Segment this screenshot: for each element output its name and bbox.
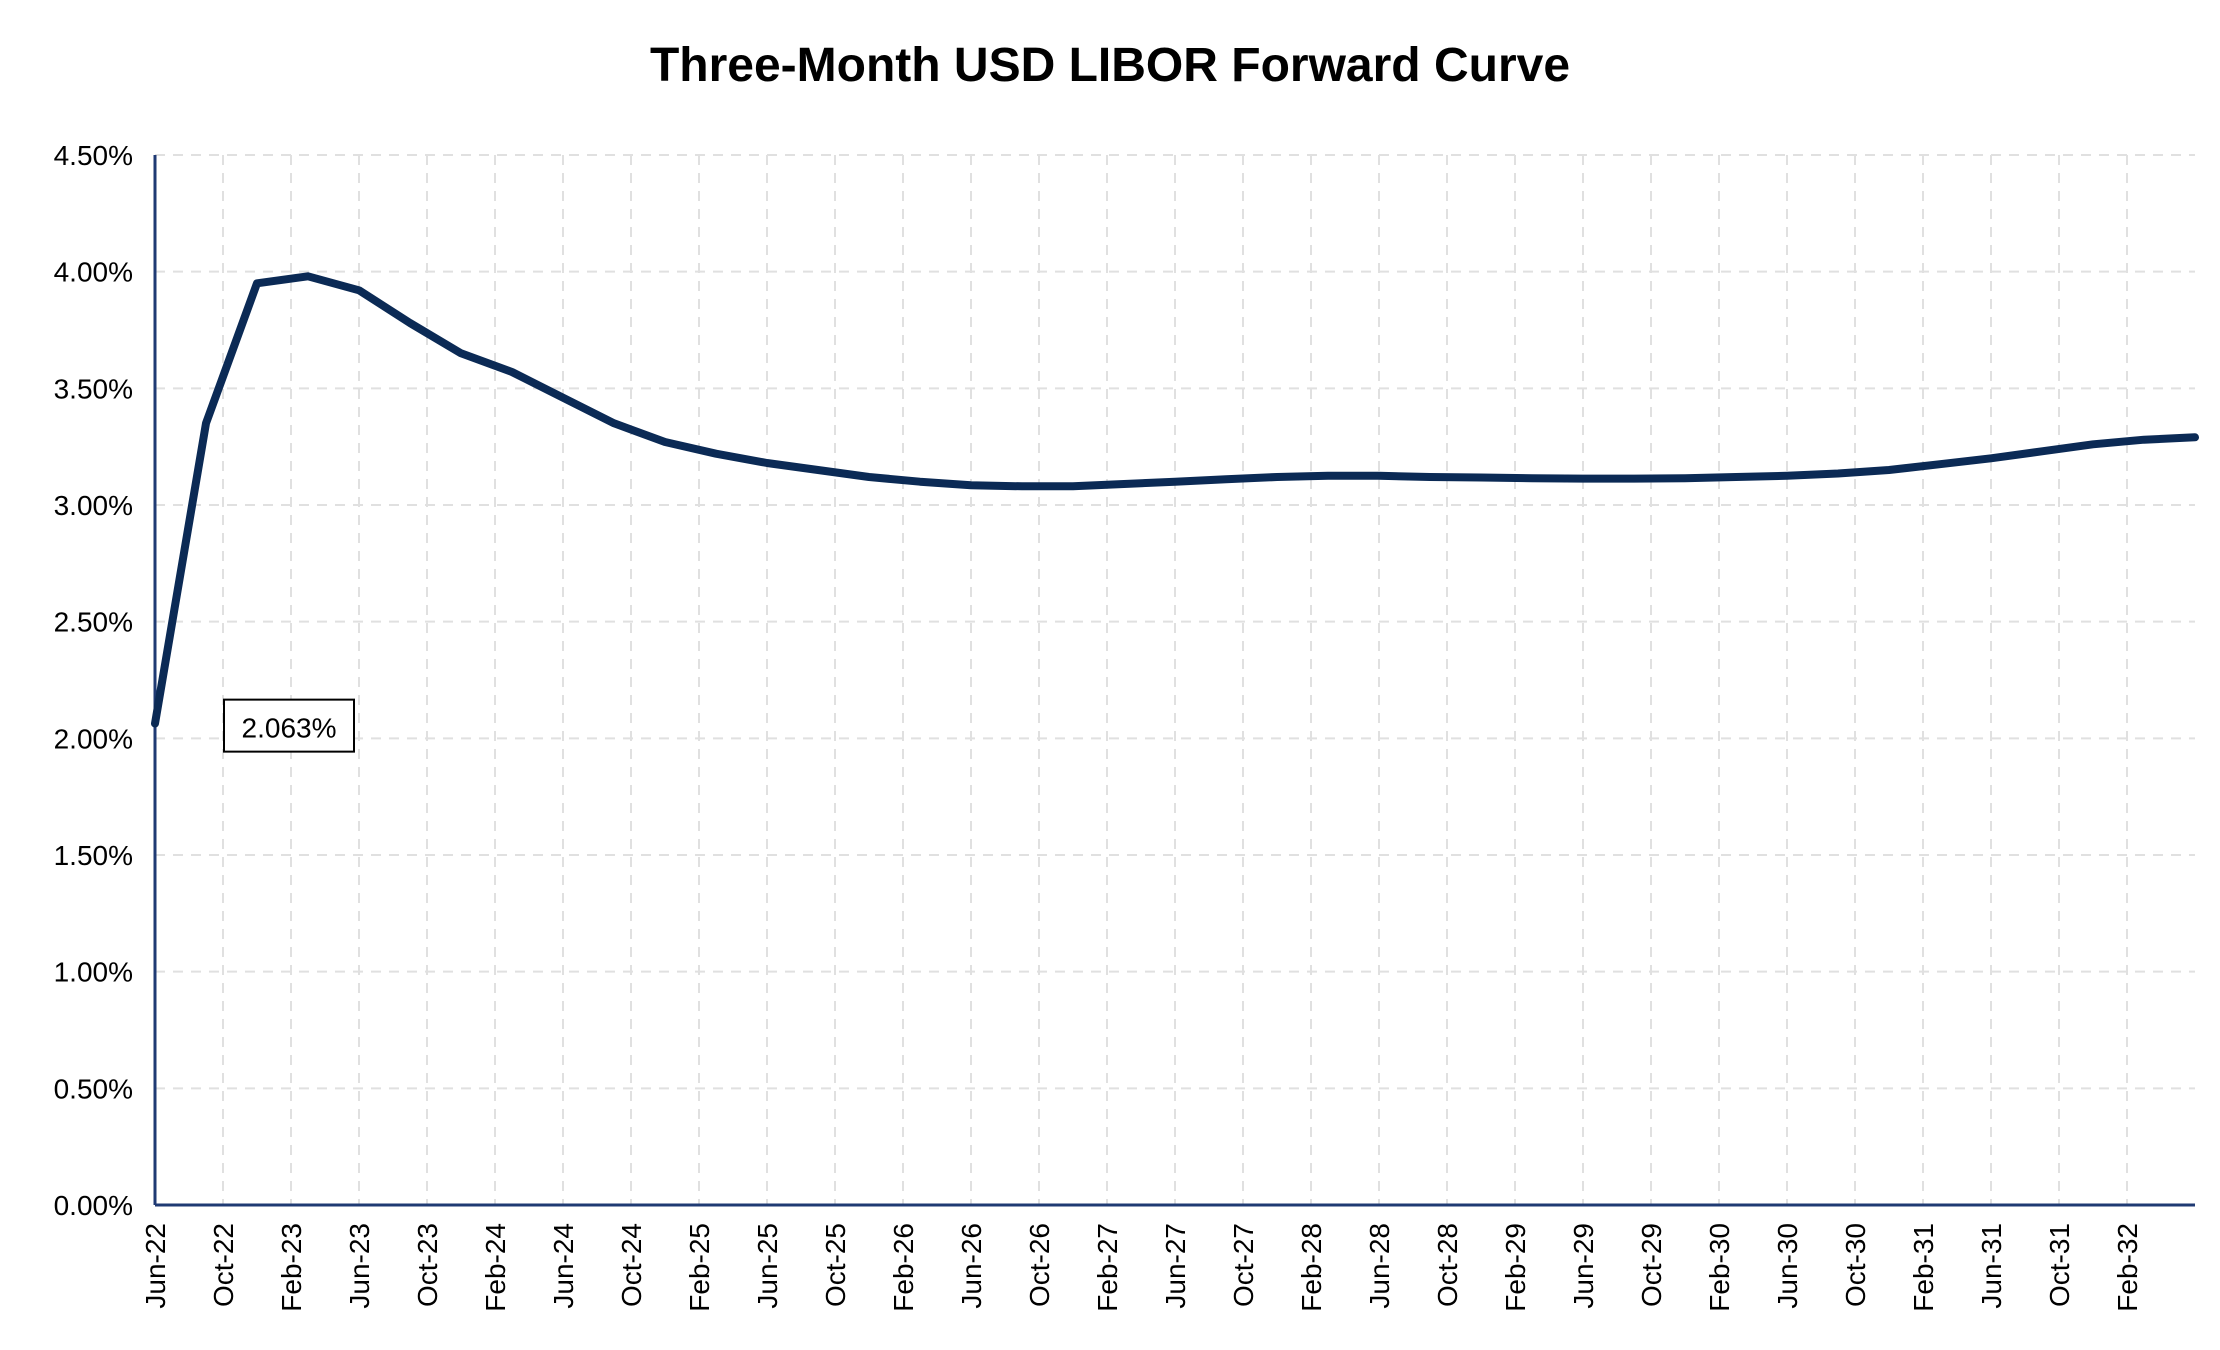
x-tick-label: Jun-24 [548,1223,579,1309]
data-point [868,476,870,478]
x-tick-label: Feb-26 [888,1223,919,1312]
series-layer [151,272,2199,728]
data-point [1531,477,1533,479]
data-point [1123,483,1125,485]
data-point [511,371,513,373]
x-tick-label: Oct-28 [1432,1223,1463,1307]
data-point [1225,478,1227,480]
x-tick-label: Jun-22 [140,1223,171,1309]
y-tick-label: 4.50% [54,140,133,171]
x-tick-label: Jun-29 [1568,1223,1599,1309]
annotation-layer: 2.063% [223,698,355,753]
x-tick-label: Oct-30 [1840,1223,1871,1307]
x-tick-label: Oct-27 [1228,1223,1259,1307]
chart-title: Three-Month USD LIBOR Forward Curve [649,39,1571,92]
x-tick-label: Feb-24 [480,1223,511,1312]
x-tick-label: Oct-26 [1024,1223,1055,1307]
x-tick-label: Jun-26 [956,1223,987,1309]
annotation-box [223,698,355,753]
y-tick-label: 1.00% [54,957,133,988]
x-tick-label: Feb-25 [684,1223,715,1312]
data-point [970,484,972,486]
y-tick-label: 3.50% [54,373,133,404]
data-point [1735,476,1737,478]
data-point [1021,485,1023,487]
y-tick-labels: 0.00% 0.50% 1.00% 1.50% 2.00% 2.50% 3.00% 3.50%… [54,140,133,1221]
x-tick-label: Feb-32 [2112,1223,2143,1312]
data-point [1174,481,1176,483]
x-tick-label: Jun-31 [1976,1223,2007,1309]
x-tick-label: Jun-25 [752,1223,783,1309]
data-point [256,282,258,284]
x-tick-label: Feb-31 [1908,1223,1939,1312]
data-point [613,422,615,424]
axes [153,155,2195,1207]
x-tick-label: Feb-27 [1092,1223,1123,1312]
data-point [817,469,819,471]
data-point [154,723,156,725]
x-tick-label: Oct-25 [820,1223,851,1307]
data-point [1939,463,1941,465]
data-point [1072,485,1074,487]
x-tick-label: Feb-28 [1296,1223,1327,1312]
data-point [1837,473,1839,474]
data-point [1429,476,1431,478]
data-point [2194,436,2196,438]
x-tick-label: Feb-23 [276,1223,307,1312]
data-point [1786,475,1788,477]
x-tick-label: Feb-29 [1500,1223,1531,1312]
data-point [1888,469,1890,471]
data-point [460,352,462,354]
x-tick-label: Oct-29 [1636,1223,1667,1307]
x-tick-label: Oct-22 [208,1223,239,1307]
y-tick-label: 0.50% [54,1073,133,1104]
data-point [1480,476,1482,478]
x-tick-label: Oct-24 [616,1223,647,1307]
data-point [307,275,309,277]
data-point [358,289,360,291]
y-tick-label: 2.50% [54,607,133,638]
data-point [2092,443,2094,445]
x-tick-label: Oct-23 [412,1223,443,1307]
data-point [2143,439,2145,441]
data-point [1684,477,1686,479]
data-point [766,462,768,464]
x-tick-label: Jun-28 [1364,1223,1395,1309]
data-point [664,441,666,443]
x-tick-label: Jun-23 [344,1223,375,1309]
y-tick-label: 4.00% [54,257,133,288]
data-point [1990,457,1992,459]
data-point [1582,478,1584,480]
y-tick-label: 1.50% [54,840,133,871]
data-point [715,453,717,455]
data-point [1327,475,1329,477]
data-point [562,397,564,399]
x-tick-label: Jun-30 [1772,1223,1803,1309]
x-tick-label: Feb-30 [1704,1223,1735,1312]
x-tick-label: Oct-31 [2044,1223,2075,1307]
annotation-label: 2.063% [242,713,337,744]
data-point [1378,475,1380,477]
y-tick-label: 2.00% [54,723,133,754]
y-tick-label: 0.00% [54,1190,133,1221]
data-point [919,481,921,483]
data-point [1633,478,1635,480]
data-point [1276,476,1278,478]
data-point [205,422,207,424]
data-point [409,322,411,324]
data-point [2041,450,2043,452]
y-tick-label: 3.00% [54,490,133,521]
x-tick-labels: Jun-22 Oct-22 Feb-23 Jun-23 Oct-23 Feb-24 Jun-… [140,1223,2143,1312]
x-tick-label: Jun-27 [1160,1223,1191,1309]
gridlines [155,154,2195,1205]
